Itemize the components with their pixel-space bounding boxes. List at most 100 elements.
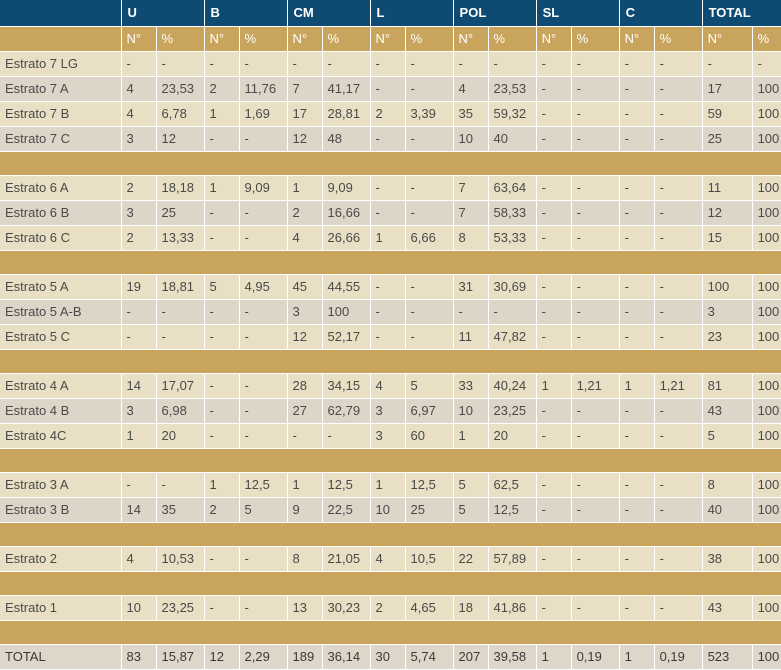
percent-cell: 100	[752, 472, 781, 498]
separator-cell	[0, 250, 781, 275]
percent-cell: 100	[322, 299, 371, 325]
percent-cell: 5	[405, 373, 454, 399]
subheader-count: N°	[453, 26, 489, 52]
percent-cell: -	[654, 398, 703, 424]
table-row: Estrato 3 B 14 35 2 5 9 22,5 10 25 5 12,5- - - -40 100	[0, 497, 781, 523]
count-cell: -	[370, 299, 406, 325]
count-cell: 4	[121, 76, 157, 102]
count-cell: 10	[370, 497, 406, 523]
column-header-c: C	[619, 0, 703, 27]
count-cell: -	[204, 546, 240, 572]
count-cell: -	[619, 546, 655, 572]
percent-cell: -	[654, 324, 703, 350]
count-cell: -	[536, 324, 572, 350]
subheader-percent: %	[571, 26, 620, 52]
separator-cell	[0, 522, 781, 547]
percent-cell: -	[405, 76, 454, 102]
percent-cell: -	[654, 175, 703, 201]
percent-cell: 1,21	[654, 373, 703, 399]
count-cell: -	[453, 299, 489, 325]
percent-cell: -	[571, 324, 620, 350]
table-row: Estrato 4 A 14 17,07- -28 34,15 4 5 33 40,24 1 1,2…	[0, 373, 781, 399]
table-row: Estrato 5 A 19 18,81 5 4,95 45 44,55- -31 30,69-…	[0, 274, 781, 300]
count-cell: 11	[453, 324, 489, 350]
percent-cell: -	[156, 324, 205, 350]
percent-cell: -	[239, 324, 288, 350]
count-cell: 189	[287, 644, 323, 670]
count-cell: 3	[121, 200, 157, 226]
count-cell: 1	[370, 225, 406, 251]
count-cell: -	[619, 299, 655, 325]
count-cell: 7	[453, 175, 489, 201]
percent-cell: -	[239, 51, 288, 77]
percent-cell: 100	[752, 595, 781, 621]
percent-cell: 9,09	[239, 175, 288, 201]
percent-cell: 53,33	[488, 225, 537, 251]
count-cell: 8	[453, 225, 489, 251]
percent-cell: 40,24	[488, 373, 537, 399]
percent-cell: 21,05	[322, 546, 371, 572]
count-cell: 7	[287, 76, 323, 102]
percent-cell: 100	[752, 373, 781, 399]
count-cell: -	[204, 225, 240, 251]
count-cell: -	[536, 126, 572, 152]
count-cell: 83	[121, 644, 157, 670]
percent-cell: -	[654, 126, 703, 152]
count-cell: -	[536, 398, 572, 424]
table-row: Estrato 2 4 10,53- -8 21,05 4 10,5 22 57,89- - - -3…	[0, 546, 781, 572]
row-label: Estrato 3 A	[0, 472, 122, 498]
percent-cell: 41,17	[322, 76, 371, 102]
percent-cell: 23,25	[488, 398, 537, 424]
percent-cell: -	[571, 274, 620, 300]
count-cell: 13	[287, 595, 323, 621]
count-cell: -	[619, 200, 655, 226]
count-cell: -	[536, 299, 572, 325]
percent-cell: -	[654, 76, 703, 102]
count-cell: 1	[453, 423, 489, 449]
percent-cell: -	[571, 299, 620, 325]
count-cell: 4	[287, 225, 323, 251]
count-cell: 7	[453, 200, 489, 226]
count-cell: 81	[702, 373, 753, 399]
subheader-percent: %	[488, 26, 537, 52]
table-row: Estrato 6 C 2 13,33- -4 26,66 1 6,66 8 53,33- - - -…	[0, 225, 781, 251]
corner-cell	[0, 26, 122, 52]
count-cell: 100	[702, 274, 753, 300]
count-cell: -	[536, 423, 572, 449]
count-cell: 2	[370, 595, 406, 621]
group-separator-row	[0, 448, 781, 473]
count-cell: 23	[702, 324, 753, 350]
percent-cell: -	[654, 101, 703, 127]
group-separator-row	[0, 349, 781, 374]
count-cell: -	[204, 595, 240, 621]
count-cell: 2	[204, 497, 240, 523]
table-row: Estrato 3 A - -1 12,5 1 12,5 1 12,5 5 62,5- - - -8 10…	[0, 472, 781, 498]
percent-cell: -	[571, 398, 620, 424]
row-label: Estrato 4 B	[0, 398, 122, 424]
percent-cell: -	[654, 274, 703, 300]
count-cell: 38	[702, 546, 753, 572]
count-cell: 1	[536, 373, 572, 399]
count-cell: 1	[370, 472, 406, 498]
table-row: Estrato 4 B 3 6,98- -27 62,79 3 6,97 10 23,25- - -…	[0, 398, 781, 424]
percent-cell: 62,79	[322, 398, 371, 424]
count-cell: -	[370, 126, 406, 152]
percent-cell: -	[239, 373, 288, 399]
group-separator-row	[0, 151, 781, 176]
count-cell: -	[536, 51, 572, 77]
count-cell: -	[536, 101, 572, 127]
count-cell: 19	[121, 274, 157, 300]
subheader-count: N°	[536, 26, 572, 52]
count-cell: 27	[287, 398, 323, 424]
count-cell: 43	[702, 595, 753, 621]
count-cell: 10	[121, 595, 157, 621]
subheader-count: N°	[370, 26, 406, 52]
percent-cell: 18,81	[156, 274, 205, 300]
count-cell: -	[287, 423, 323, 449]
percent-cell: 41,86	[488, 595, 537, 621]
count-cell: -	[619, 76, 655, 102]
table-row: Estrato 4C 1 20- - - -3 60 1 20- - - -5 100	[0, 423, 781, 449]
percent-cell: 100	[752, 497, 781, 523]
count-cell: 4	[453, 76, 489, 102]
separator-cell	[0, 571, 781, 596]
